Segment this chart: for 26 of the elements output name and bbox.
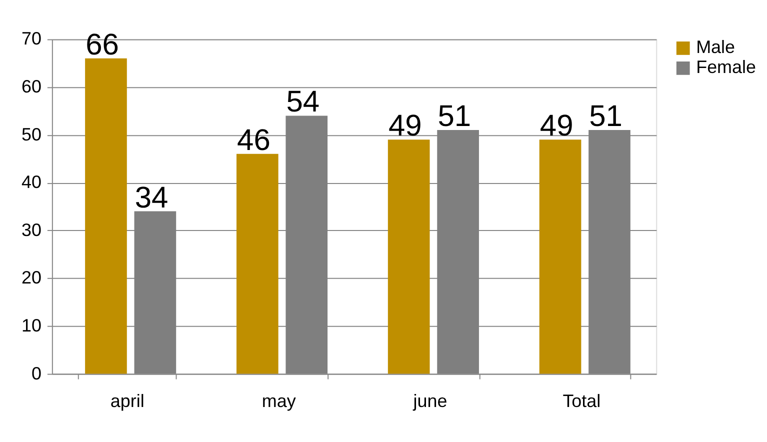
x-tick-label: april: [110, 391, 144, 412]
bar: [539, 140, 582, 374]
data-label: 54: [286, 86, 320, 119]
data-label: 46: [237, 124, 270, 157]
x-tick-label: may: [262, 391, 296, 412]
y-tick-label: 0: [31, 363, 42, 384]
data-label: 49: [540, 110, 574, 143]
data-label: 51: [589, 100, 622, 134]
y-tick-label: 70: [21, 28, 42, 49]
x-tick-label: Total: [562, 391, 601, 412]
bar: [388, 140, 430, 374]
legend-label: Female: [696, 57, 756, 78]
y-tick-label: 10: [21, 315, 42, 336]
y-tick-label: 30: [21, 220, 42, 240]
data-label: 34: [134, 181, 168, 214]
data-label: 51: [438, 100, 472, 134]
y-tick-label: 20: [21, 268, 42, 288]
data-label: 49: [388, 110, 422, 143]
bar: [236, 154, 278, 374]
y-tick-label: 60: [21, 76, 42, 97]
y-tick-label: 40: [21, 172, 42, 192]
legend-label: Male: [696, 37, 736, 58]
data-label: 66: [86, 28, 119, 62]
x-tick-label: june: [412, 391, 448, 412]
y-tick-label: 50: [21, 124, 42, 144]
bar: [85, 58, 127, 374]
